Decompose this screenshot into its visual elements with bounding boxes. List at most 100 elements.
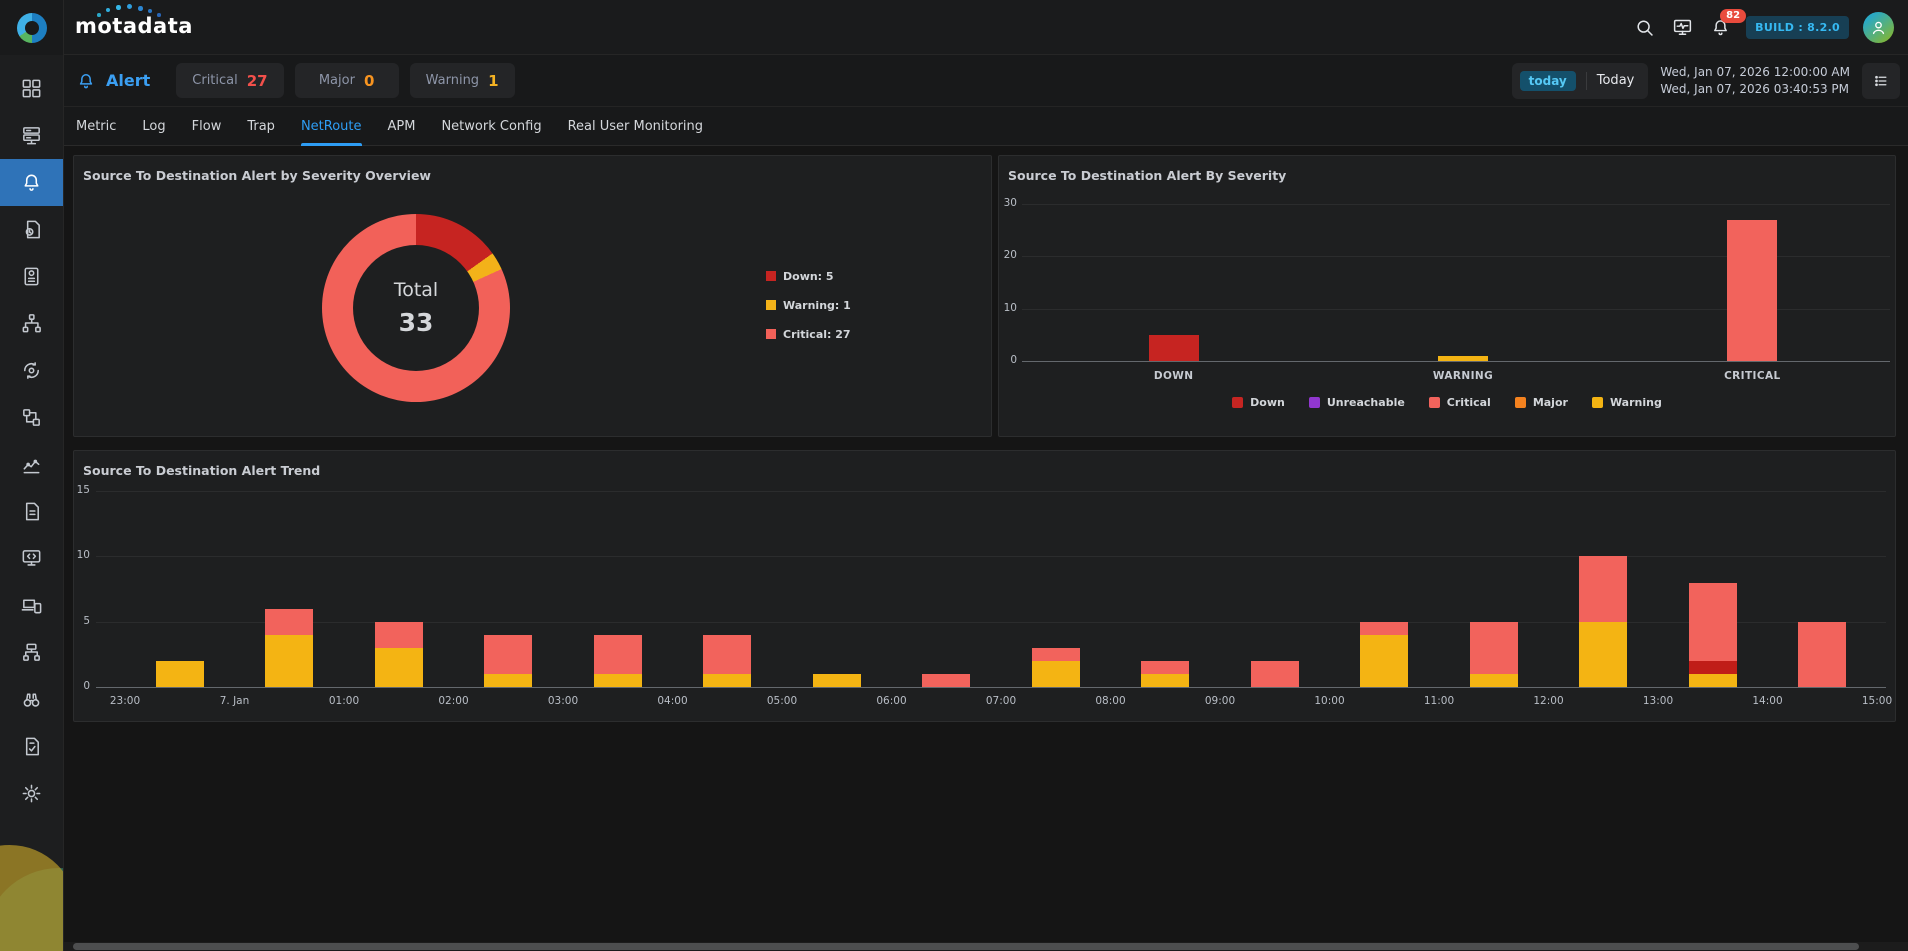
severity-chart-legend: Down Unreachable Critical Major Warning [999, 396, 1895, 409]
page-title-alert: Alert [76, 71, 150, 91]
tab-apm[interactable]: APM [387, 118, 416, 134]
legend-item-critical[interactable]: Critical: 27 [766, 326, 851, 342]
trend-bar-06:30-critical[interactable] [922, 673, 971, 687]
trend-bar-01:30-critical[interactable] [374, 621, 423, 648]
trend-bar-12:30-warning[interactable] [1579, 621, 1628, 687]
tab-flow[interactable]: Flow [191, 118, 222, 134]
trend-bar-00:30-warning[interactable] [265, 634, 314, 687]
severity-donut-chart[interactable]: Total 33 [322, 214, 510, 402]
sidebar-item-settings[interactable] [0, 770, 63, 817]
legend-item-unreachable[interactable]: Unreachable [1308, 396, 1405, 409]
tab-netroute[interactable]: NetRoute [300, 107, 362, 146]
sidebar-item-analytics[interactable] [0, 441, 63, 488]
sidebar-item-discovery[interactable] [0, 676, 63, 723]
legend-item-down[interactable]: Down [1232, 396, 1285, 409]
x-axis-tick: 07:00 [985, 695, 1017, 707]
bar-critical[interactable] [1727, 219, 1778, 361]
trend-bar-07:30-warning[interactable] [1031, 660, 1080, 687]
trend-bar-13:30-warning[interactable] [1688, 673, 1737, 687]
sidebar-item-endpoints[interactable] [0, 582, 63, 629]
trend-bar-03:30-warning[interactable] [593, 673, 642, 687]
trend-bar-04:30-critical[interactable] [703, 634, 752, 674]
legend-item-major[interactable]: Major [1514, 396, 1568, 409]
panel-alert-trend: Source To Destination Alert Trend 0 5 10 15… [73, 450, 1896, 722]
trend-bar-23:30-warning[interactable] [155, 660, 204, 687]
gridline [1022, 204, 1890, 205]
alert-toolbar: Alert Critical 27 Major 0 Warning 1 today Tod… [64, 55, 1908, 107]
legend-item-warning[interactable]: Warning: 1 [766, 297, 851, 313]
search-icon[interactable] [1632, 16, 1656, 40]
sidebar-item-inventory[interactable] [0, 488, 63, 535]
trend-bar-12:30-critical[interactable] [1579, 556, 1628, 622]
app-logo[interactable] [0, 0, 63, 55]
trend-bar-09:30-critical[interactable] [1250, 660, 1299, 687]
severity-badge-warning[interactable]: Warning 1 [409, 63, 515, 98]
sidebar-item-monitoring[interactable] [0, 112, 63, 159]
x-axis-tick: 05:00 [766, 695, 798, 707]
trend-bar-13:30-critical[interactable] [1688, 582, 1737, 661]
x-axis-tick: 01:00 [328, 695, 360, 707]
tab-metric[interactable]: Metric [76, 118, 117, 134]
trend-bar-08:30-warning[interactable] [1141, 673, 1190, 687]
trend-bar-08:30-critical[interactable] [1141, 660, 1190, 674]
severity-badge-critical[interactable]: Critical 27 [176, 63, 284, 98]
sidebar-item-automation[interactable] [0, 347, 63, 394]
today-chip[interactable]: today [1519, 70, 1576, 91]
tab-real-user-monitoring[interactable]: Real User Monitoring [567, 118, 704, 134]
x-axis-tick: 09:00 [1204, 695, 1236, 707]
trend-bar-07:30-critical[interactable] [1031, 647, 1080, 661]
trend-bar-14:30-critical[interactable] [1798, 621, 1847, 687]
gridline [96, 556, 1886, 558]
trend-bar-13:30-down[interactable] [1688, 660, 1737, 674]
legend-item-critical[interactable]: Critical [1428, 396, 1491, 409]
alert-list-view-button[interactable] [1862, 62, 1900, 99]
y-axis-tick: 20 [1003, 249, 1017, 262]
trend-bar-10:30-warning[interactable] [1360, 634, 1409, 687]
brand-dots-arc [95, 4, 175, 20]
sidebar-item-network-flow[interactable] [0, 394, 63, 441]
sidebar-item-network-devices[interactable] [0, 629, 63, 676]
tab-network-config[interactable]: Network Config [441, 118, 542, 134]
sidebar-item-agent-monitor[interactable] [0, 535, 63, 582]
trend-bar-10:30-critical[interactable] [1360, 621, 1409, 635]
alert-source-tabs: Metric Log Flow Trap NetRoute APM Network Conf… [64, 107, 1908, 146]
panel-title: Source To Destination Alert By Severity [1008, 168, 1287, 183]
user-avatar[interactable] [1863, 12, 1894, 43]
notifications-bell-icon[interactable]: 82 [1708, 8, 1747, 40]
tab-log[interactable]: Log [142, 118, 166, 134]
date-range-display[interactable]: Wed, Jan 07, 2026 12:00:00 AM Wed, Jan 0… [1660, 64, 1850, 98]
scrollbar-thumb[interactable] [73, 943, 1859, 950]
trend-bar-11:30-critical[interactable] [1469, 621, 1518, 674]
legend-item-warning[interactable]: Warning [1591, 396, 1662, 409]
sidebar-item-log-explorer[interactable] [0, 253, 63, 300]
system-health-icon[interactable] [1670, 16, 1694, 40]
sidebar-item-topology[interactable] [0, 300, 63, 347]
sidebar-item-dashboard[interactable] [0, 65, 63, 112]
trend-bar-02:30-critical[interactable] [484, 634, 533, 674]
trend-bar-05:30-warning[interactable] [812, 673, 861, 687]
time-range-selector[interactable]: today Today [1511, 62, 1649, 99]
bar-warning[interactable] [1438, 355, 1488, 361]
trend-bar-02:30-warning[interactable] [484, 673, 533, 687]
trend-bar-04:30-warning[interactable] [703, 673, 752, 687]
trend-bar-00:30-critical[interactable] [265, 608, 314, 635]
sidebar-item-alerts[interactable] [0, 159, 63, 206]
severity-badge-major[interactable]: Major 0 [294, 63, 399, 98]
trend-bar-03:30-critical[interactable] [593, 634, 642, 674]
donut-total-value: 33 [398, 308, 434, 337]
trend-bar-11:30-warning[interactable] [1469, 673, 1518, 687]
badge-label: Major [318, 73, 355, 88]
panel-title: Source To Destination Alert by Severity … [83, 168, 431, 183]
agent-monitor-icon [22, 550, 41, 566]
sidebar-item-reports[interactable] [0, 206, 63, 253]
divider [1585, 71, 1587, 90]
trend-bar-01:30-warning[interactable] [374, 647, 423, 687]
legend-item-down[interactable]: Down: 5 [766, 268, 851, 284]
brand-wordmark: motadata [75, 14, 193, 38]
sidebar-item-audit[interactable] [0, 723, 63, 770]
notification-count-badge[interactable]: 82 [1720, 8, 1747, 23]
automation-icon [24, 362, 39, 379]
bar-down[interactable] [1148, 334, 1199, 361]
tab-trap[interactable]: Trap [247, 118, 275, 134]
